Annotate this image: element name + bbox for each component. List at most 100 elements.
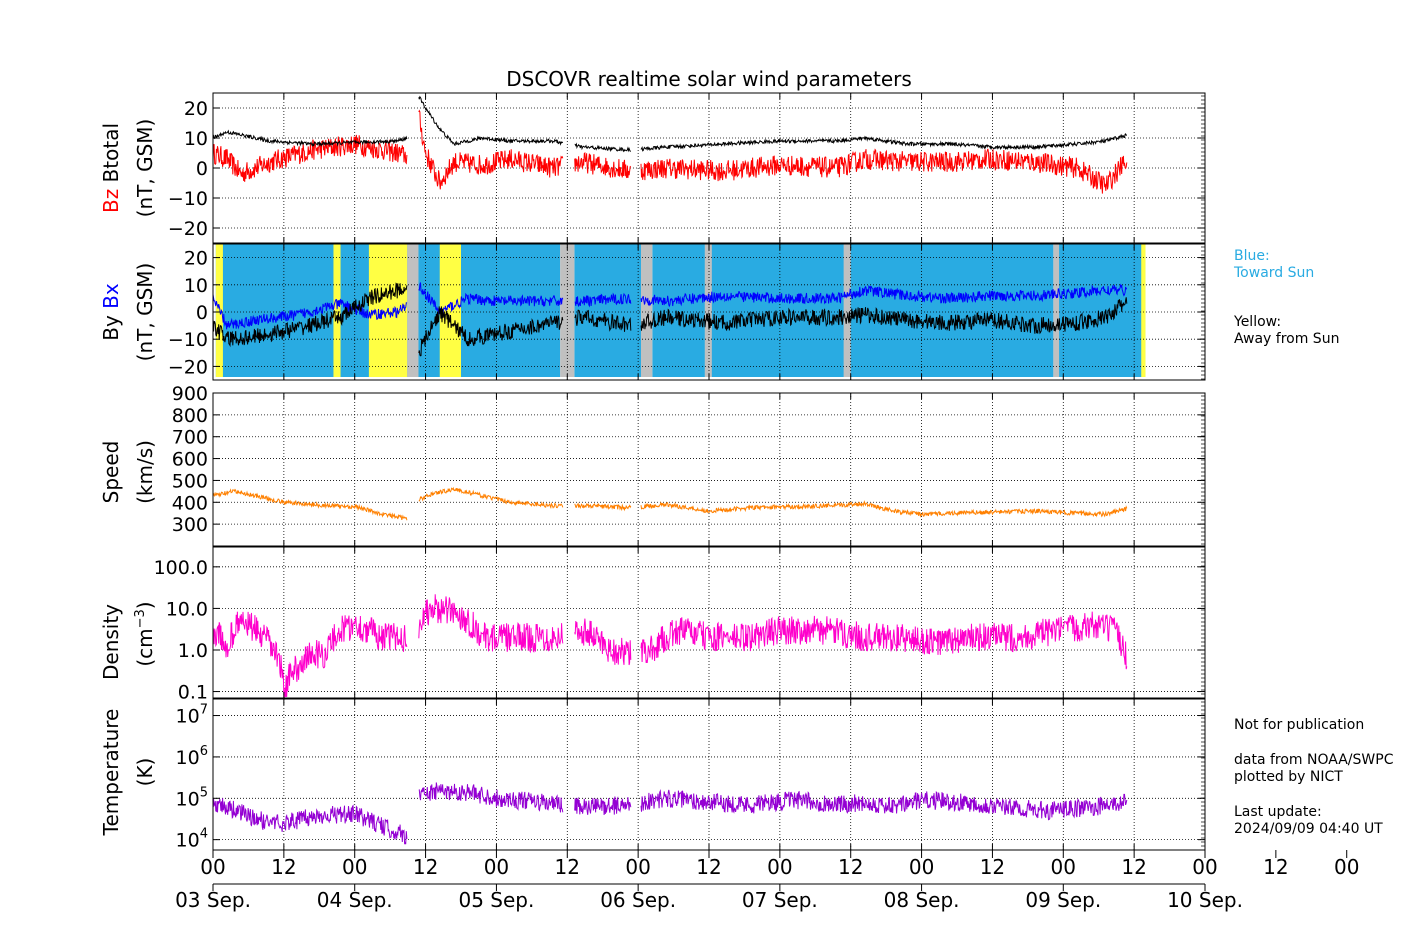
temperature-ylabel: Temperature (99, 709, 123, 837)
btotal-label: Btotal (99, 123, 123, 182)
density-ylabel: Density (99, 604, 123, 680)
y-tick-label: 0.1 (178, 682, 208, 704)
y-tick-label: 0 (196, 158, 208, 180)
y-tick-label: 400 (172, 492, 208, 514)
sector-away (439, 244, 461, 377)
y-tick-label: 100.0 (154, 557, 208, 579)
x-hour-label: 00 (1051, 855, 1076, 879)
sector-toward (574, 244, 641, 377)
x-hour-label: 00 (484, 855, 509, 879)
y-tick-label: 800 (172, 405, 208, 427)
last-update-label: Last update: (1234, 804, 1322, 820)
y-tick-label: −20 (168, 218, 208, 240)
y-tick-label: 700 (172, 427, 208, 449)
x-hour-label: 00 (909, 855, 934, 879)
by-label: By (99, 315, 123, 341)
y-tick-label: 20 (184, 248, 208, 270)
series-bz-line (212, 109, 1128, 194)
bfield-panel: 20 10 0 −10 −20 Bz Btotal (nT, GSM) (99, 92, 1206, 244)
x-hour-label: 00 (767, 855, 792, 879)
x-hour-label: 12 (1121, 855, 1146, 879)
x-hour-label: 12 (413, 855, 438, 879)
x-hour-label: 12 (838, 855, 863, 879)
x-hour-label: 00 (1334, 855, 1359, 879)
x-hour-label: 12 (555, 855, 580, 879)
plotted-by: plotted by NICT (1234, 769, 1343, 785)
y-tick-label: 0 (196, 302, 208, 324)
y-tick-label: 106 (176, 744, 208, 769)
x-date-label: 06 Sep. (600, 888, 676, 912)
sector-gap (704, 244, 712, 377)
speed-ylabel: Speed (99, 441, 123, 504)
sector-away (1141, 244, 1146, 377)
y-tick-label: 500 (172, 470, 208, 492)
y-tick-label: 10.0 (166, 598, 208, 620)
sector-gap (407, 244, 419, 377)
legend-blue-title: Blue: (1234, 248, 1270, 264)
x-hour-label: 00 (200, 855, 225, 879)
series-density-line (212, 594, 1128, 698)
y-tick-label: −10 (168, 188, 208, 210)
density-unit-base: (cm (133, 628, 157, 666)
y-tick-label: 107 (176, 703, 208, 728)
y-tick-label: 1.0 (178, 640, 208, 662)
x-date-label: 09 Sep. (1025, 888, 1101, 912)
last-update-value: 2024/09/09 04:40 UT (1234, 821, 1383, 837)
bfield-ylabel: Bz Btotal (99, 123, 123, 213)
x-hour-label: 12 (271, 855, 296, 879)
y-tick-label: −20 (168, 356, 208, 378)
legend-blue-text: Toward Sun (1234, 265, 1315, 281)
sector-toward (652, 244, 1054, 377)
y-tick-label: 20 (184, 98, 208, 120)
bxby-panel: 20 10 0 −10 −20 By Bx (nT, GSM) (99, 243, 1206, 381)
series-speed-line (212, 486, 1128, 521)
bx-label: Bx (99, 283, 123, 309)
x-hour-label: 12 (980, 855, 1005, 879)
x-hour-label: 00 (1192, 855, 1217, 879)
temperature-panel: 107 106 105 104 Temperature (K) (99, 698, 1206, 852)
y-tick-label: 10 (184, 275, 208, 297)
series-bx-line (212, 282, 1128, 330)
x-hour-label: 12 (696, 855, 721, 879)
y-tick-label: −10 (168, 329, 208, 351)
y-tick-label: 600 (172, 449, 208, 471)
x-hour-label: 00 (342, 855, 367, 879)
y-tick-label: 300 (172, 514, 208, 536)
speed-frame (212, 392, 1206, 547)
density-unit-sup: −3 (133, 609, 148, 628)
sector-gap (843, 244, 851, 377)
sector-toward (1059, 244, 1146, 377)
speed-ylabel-unit: (km/s) (133, 440, 157, 504)
density-panel: 100.0 10.0 1.0 0.1 Density (cm−3) (99, 546, 1206, 704)
x-hour-label: 12 (1263, 855, 1288, 879)
bfield-ylabel-unit: (nT, GSM) (133, 119, 157, 218)
bxby-ylabel-unit: (nT, GSM) (133, 263, 157, 362)
density-unit-close: ) (133, 601, 157, 609)
sector-away (333, 244, 341, 377)
y-tick-label: 10 (184, 128, 208, 150)
x-date-label: 08 Sep. (884, 888, 960, 912)
y-tick-label: 104 (176, 827, 208, 852)
series-btotal-line (212, 95, 1128, 153)
y-tick-label: 900 (172, 383, 208, 405)
legend-yellow-text: Away from Sun (1234, 331, 1340, 347)
y-tick-label: 105 (176, 785, 208, 810)
legend-yellow-title: Yellow: (1234, 314, 1282, 330)
x-date-label: 10 Sep. (1167, 888, 1243, 912)
bxby-ylabel: By Bx (99, 283, 123, 341)
not-for-publication: Not for publication (1234, 717, 1365, 733)
bz-label: Bz (99, 189, 123, 213)
x-date-label: 03 Sep. (175, 888, 251, 912)
data-source: data from NOAA/SWPC (1234, 752, 1394, 768)
sector-away (215, 244, 223, 377)
series-temperature-line (212, 782, 1128, 845)
x-date-label: 07 Sep. (742, 888, 818, 912)
sector-gap (640, 244, 653, 377)
chart-title: DSCOVR realtime solar wind parameters (506, 67, 912, 91)
x-date-label: 05 Sep. (458, 888, 534, 912)
density-ylabel-unit: (cm−3) (133, 601, 157, 666)
temperature-ylabel-unit: (K) (133, 758, 157, 787)
